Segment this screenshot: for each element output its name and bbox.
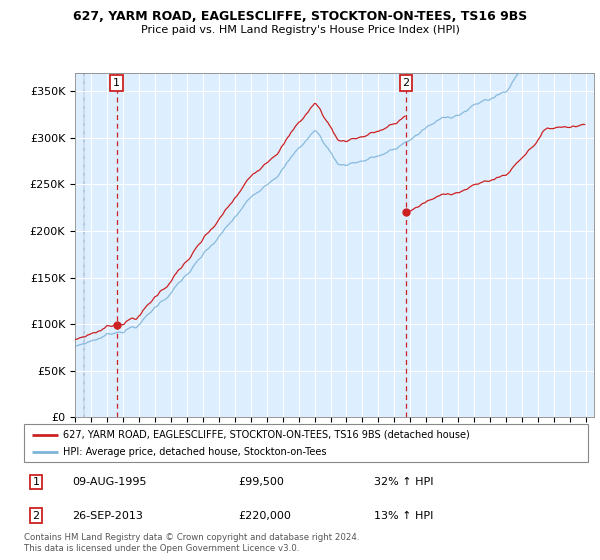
Text: 26-SEP-2013: 26-SEP-2013 bbox=[72, 511, 143, 521]
Text: 09-AUG-1995: 09-AUG-1995 bbox=[72, 477, 146, 487]
Text: £220,000: £220,000 bbox=[238, 511, 291, 521]
Text: 1: 1 bbox=[113, 78, 120, 88]
Text: Contains HM Land Registry data © Crown copyright and database right 2024.
This d: Contains HM Land Registry data © Crown c… bbox=[24, 533, 359, 553]
Bar bbox=[83, 73, 85, 417]
Text: 627, YARM ROAD, EAGLESCLIFFE, STOCKTON-ON-TEES, TS16 9BS (detached house): 627, YARM ROAD, EAGLESCLIFFE, STOCKTON-O… bbox=[64, 430, 470, 440]
Text: Price paid vs. HM Land Registry's House Price Index (HPI): Price paid vs. HM Land Registry's House … bbox=[140, 25, 460, 35]
Text: 13% ↑ HPI: 13% ↑ HPI bbox=[374, 511, 433, 521]
FancyBboxPatch shape bbox=[24, 424, 588, 462]
Text: 627, YARM ROAD, EAGLESCLIFFE, STOCKTON-ON-TEES, TS16 9BS: 627, YARM ROAD, EAGLESCLIFFE, STOCKTON-O… bbox=[73, 10, 527, 23]
Text: £99,500: £99,500 bbox=[238, 477, 284, 487]
Text: 1: 1 bbox=[32, 477, 40, 487]
Text: 2: 2 bbox=[32, 511, 40, 521]
Text: HPI: Average price, detached house, Stockton-on-Tees: HPI: Average price, detached house, Stoc… bbox=[64, 447, 327, 458]
Text: 2: 2 bbox=[403, 78, 410, 88]
Text: 32% ↑ HPI: 32% ↑ HPI bbox=[374, 477, 433, 487]
